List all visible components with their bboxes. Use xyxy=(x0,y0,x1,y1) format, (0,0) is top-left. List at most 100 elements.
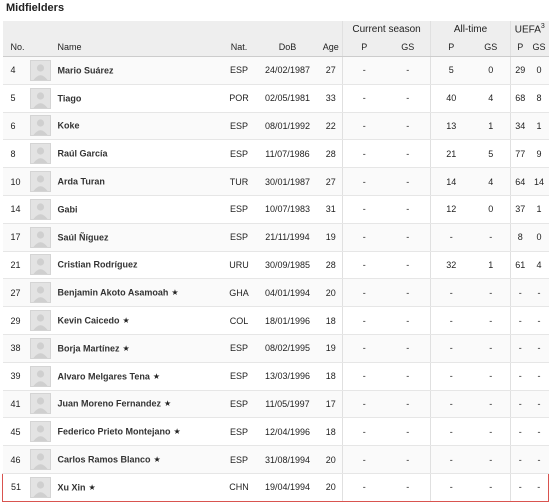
player-age: 19 xyxy=(319,334,343,363)
current-season-apps: - xyxy=(342,195,386,224)
table-row: 27 Benjamin Akoto Asamoah ★ GHA 04/01/1994 20… xyxy=(2,278,549,308)
all-time-apps: 21 xyxy=(430,139,472,169)
uefa-goals: 8 xyxy=(529,84,549,113)
player-name-link[interactable]: Carlos Ramos Blanco xyxy=(57,454,151,465)
player-number: 21 xyxy=(2,251,30,280)
uefa-goals: - xyxy=(529,417,549,447)
player-name-link[interactable]: Federico Prieto Montejano xyxy=(57,426,171,437)
uefa-goals: 0 xyxy=(529,56,549,85)
youth-star-icon: ★ xyxy=(173,427,181,437)
uefa-goals: 1 xyxy=(529,112,549,141)
uefa-apps: 68 xyxy=(510,84,530,113)
player-age: 31 xyxy=(319,195,343,224)
all-time-goals: 5 xyxy=(471,139,511,169)
all-time-apps: 12 xyxy=(430,195,472,224)
uefa-apps: - xyxy=(510,306,530,335)
player-number: 14 xyxy=(2,195,30,224)
player-number: 38 xyxy=(2,334,30,363)
player-name-link[interactable]: Gabi xyxy=(57,204,78,215)
table-row: 39 Alvaro Melgares Tena ★ ESP 13/03/1996 18- -… xyxy=(2,362,549,391)
player-age: 27 xyxy=(319,56,343,85)
player-name-cell: Mario Suárez xyxy=(29,56,223,85)
player-name-link[interactable]: Alvaro Melgares Tena xyxy=(57,371,150,382)
player-name-cell: Raúl García xyxy=(29,139,223,169)
col-age[interactable]: Age xyxy=(319,38,343,57)
col-all-gs[interactable]: GS xyxy=(471,38,511,57)
uefa-apps: 34 xyxy=(510,112,530,141)
current-season-apps: - xyxy=(342,306,386,335)
all-time-header: All-time xyxy=(430,21,511,38)
player-dob: 02/05/1981 xyxy=(255,84,320,113)
all-time-goals: 4 xyxy=(471,84,511,113)
avatar-placeholder-icon xyxy=(29,282,51,304)
table-row: 14 Gabi ESP 10/07/1983 31- -12 0 37 1 xyxy=(2,195,549,224)
table-row: 51 Xu Xin ★ CHN 19/04/1994 20- - - - - - xyxy=(2,472,550,502)
uefa-footnote[interactable]: 3 xyxy=(540,23,545,31)
uefa-apps: - xyxy=(510,334,530,363)
all-time-apps: 13 xyxy=(430,112,472,141)
player-nationality: ESP xyxy=(222,112,256,141)
player-number: 6 xyxy=(2,112,30,141)
player-age: 20 xyxy=(319,278,343,308)
col-uefa-gs[interactable]: GS xyxy=(529,38,549,57)
current-season-apps: - xyxy=(342,112,386,141)
player-name-cell: Carlos Ramos Blanco ★ xyxy=(29,445,223,474)
player-number: 27 xyxy=(2,278,30,308)
col-cur-gs[interactable]: GS xyxy=(385,38,431,57)
player-name-link[interactable]: Borja Martínez xyxy=(57,343,120,354)
all-time-apps: - xyxy=(430,223,472,252)
col-nat[interactable]: Nat. xyxy=(222,38,256,57)
col-dob[interactable]: DoB xyxy=(255,38,320,57)
player-number: 51 xyxy=(2,472,30,502)
avatar-placeholder-icon xyxy=(29,59,51,81)
current-season-apps: - xyxy=(342,417,386,447)
uefa-goals: 1 xyxy=(529,195,549,224)
player-dob: 30/09/1985 xyxy=(255,251,320,280)
table-row: 38 Borja Martínez ★ ESP 08/02/1995 19- - - - - - xyxy=(2,334,549,363)
avatar-placeholder-icon xyxy=(29,87,51,109)
player-name-link[interactable]: Raúl García xyxy=(57,148,108,159)
player-nationality: ESP xyxy=(222,417,256,447)
current-season-goals: - xyxy=(385,417,431,447)
uefa-goals: - xyxy=(529,334,549,363)
all-time-goals: 1 xyxy=(471,112,511,141)
player-name-link[interactable]: Mario Suárez xyxy=(57,65,114,76)
uefa-goals: - xyxy=(529,278,549,308)
player-name-link[interactable]: Cristian Rodríguez xyxy=(57,259,138,270)
col-no[interactable]: No. xyxy=(2,38,30,57)
player-nationality: POR xyxy=(222,84,256,113)
table-row: 8 Raúl García ESP 11/07/1986 28- -21 5 77 9 xyxy=(2,139,549,169)
player-nationality: ESP xyxy=(222,56,256,85)
player-name-link[interactable]: Xu Xin xyxy=(57,482,86,493)
player-nationality: ESP xyxy=(222,390,256,419)
youth-star-icon: ★ xyxy=(88,482,96,492)
avatar-placeholder-icon xyxy=(29,393,51,415)
player-name-link[interactable]: Koke xyxy=(57,120,80,131)
col-cur-p[interactable]: P xyxy=(342,38,386,57)
player-name-cell: Cristian Rodríguez xyxy=(29,251,223,280)
all-time-apps: 5 xyxy=(430,56,472,85)
current-season-apps: - xyxy=(342,56,386,85)
player-name-link[interactable]: Saúl Ñíguez xyxy=(57,232,109,243)
player-name-link[interactable]: Tiago xyxy=(57,93,82,104)
uefa-goals: - xyxy=(529,362,549,391)
youth-star-icon: ★ xyxy=(171,288,179,298)
uefa-goals: - xyxy=(529,306,549,335)
current-season-goals: - xyxy=(385,84,431,113)
all-time-goals: 0 xyxy=(471,195,511,224)
player-name-cell: Xu Xin ★ xyxy=(29,472,223,502)
player-name-link[interactable]: Kevin Caicedo xyxy=(57,315,120,326)
player-dob: 04/01/1994 xyxy=(255,278,320,308)
uefa-apps: 77 xyxy=(510,139,530,169)
player-name-link[interactable]: Benjamin Akoto Asamoah xyxy=(57,287,169,298)
player-number: 46 xyxy=(2,445,30,474)
col-uefa-p[interactable]: P xyxy=(510,38,530,57)
col-name[interactable]: Name xyxy=(29,38,223,57)
all-time-goals: - xyxy=(471,362,511,391)
all-time-apps: 40 xyxy=(430,84,472,113)
player-name-cell: Gabi xyxy=(29,195,223,224)
youth-star-icon: ★ xyxy=(152,371,161,381)
col-all-p[interactable]: P xyxy=(430,38,472,57)
player-name-link[interactable]: Arda Turan xyxy=(57,176,105,187)
player-name-link[interactable]: Juan Moreno Fernandez xyxy=(57,398,162,409)
